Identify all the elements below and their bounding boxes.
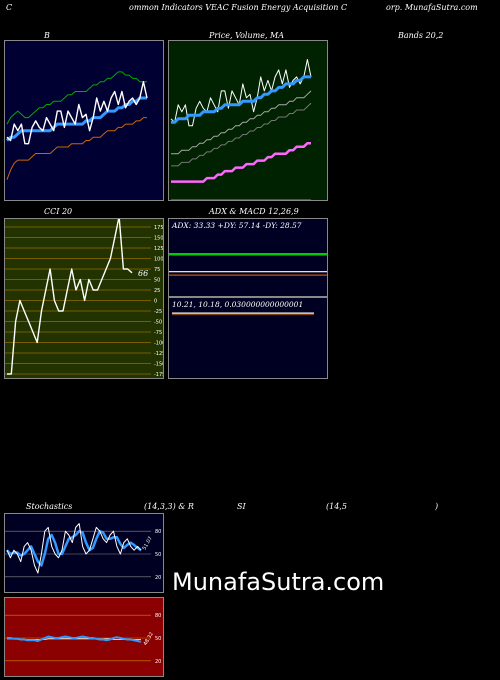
price-title: Price, Volume, MA: [209, 31, 285, 40]
rsi-tick-label: 20: [155, 659, 161, 665]
band-line-middle: [5, 96, 147, 142]
adx-panel: ADX: 33.33 +DY: 57.14 -DY: 28.57: [168, 218, 328, 297]
price-ma-chart: [170, 59, 312, 200]
cci-tick-label: 0: [154, 299, 157, 305]
ma-line-medium-shadow: [171, 102, 312, 167]
band-line-upper: [6, 71, 147, 125]
rsi-tick-label: 80: [155, 613, 161, 619]
bands-title-right: Bands 20,2: [398, 31, 444, 40]
band-line-price: [6, 81, 148, 145]
cci-tick-label: 100: [154, 257, 164, 263]
cci-tick-label: -175: [154, 372, 164, 378]
rsi-last-label: 48.32: [143, 631, 155, 646]
cci-title: CCI 20: [44, 207, 73, 216]
macd-panel: 10.21, 10.18, 0.030000000000001: [168, 297, 328, 379]
cci-tick-label: 25: [154, 288, 160, 294]
bands-title: B: [44, 31, 50, 40]
adx-chart: [169, 253, 327, 276]
stoch-k-line: [6, 523, 142, 574]
cci-tick-label: -150: [154, 362, 164, 368]
ma-line-ma-medium: [171, 90, 312, 155]
cci-tick-label: 75: [154, 267, 160, 273]
rsi-line: [7, 635, 142, 643]
header-left: C: [6, 3, 13, 12]
cci-tick-label: 125: [154, 246, 164, 252]
stoch-title: Stochastics: [26, 502, 73, 511]
stoch-last-label: 51.07: [142, 536, 154, 551]
price-ma-panel: [168, 40, 328, 201]
cci-last-label: 66: [138, 269, 148, 278]
cci-tick-label: -75: [154, 330, 162, 336]
stoch-tick-label: 80: [155, 529, 161, 535]
cci-tick-label: -25: [154, 309, 162, 315]
stoch-tick-label: 20: [155, 575, 161, 581]
stochastics-panel: 80 50 20 51.07: [4, 513, 164, 593]
band-line-lower: [6, 117, 147, 180]
cci-tick-label: 150: [154, 236, 164, 242]
rsi-chart: 80 50 20 48.32: [5, 613, 161, 665]
stoch-params: (14,3,3) & R: [144, 502, 194, 511]
adx-values: ADX: 33.33 +DY: 57.14 -DY: 28.57: [172, 221, 302, 230]
stoch-tick-label: 50: [155, 552, 161, 558]
rsi-title: SI: [237, 502, 246, 511]
ma-line-price: [170, 59, 312, 127]
rsi-params: (14,5: [326, 502, 347, 511]
adx-title: ADX & MACD 12,26,9: [209, 207, 299, 216]
rsi-close: ): [435, 502, 439, 511]
cci-tick-label: 50: [154, 278, 160, 284]
ma-line-ma-long: [171, 141, 311, 183]
rsi-tick-label: 50: [155, 636, 161, 642]
rsi-panel: 80 50 20 48.32: [4, 597, 164, 677]
bollinger-chart: [5, 71, 148, 180]
ma-line-ma-short: [171, 75, 311, 124]
header-center: ommon Indicators VEAC Fusion Energy Acqu…: [129, 3, 348, 12]
macd-values: 10.21, 10.18, 0.030000000000001: [172, 300, 304, 309]
watermark: MunafaSutra.com: [172, 568, 385, 596]
stochastics-chart: 80 50 20 51.07: [5, 523, 161, 581]
header-right: orp. MunafaSutra.com: [386, 3, 478, 12]
cci-tick-label: -125: [154, 351, 164, 357]
cci-line: [7, 219, 133, 375]
macd-chart: [172, 312, 314, 316]
cci-panel: 175 150 125 100 75 50 25 0 -25 -50 -75 -100 -125 -150…: [4, 218, 164, 379]
cci-tick-label: -100: [154, 341, 164, 347]
bollinger-panel: [4, 40, 164, 201]
cci-chart: 175 150 125 100 75 50 25 0 -25 -50 -75 -100 -125 -150…: [5, 219, 164, 378]
cci-tick-label: -50: [154, 320, 162, 326]
cci-tick-label: 175: [154, 225, 164, 231]
